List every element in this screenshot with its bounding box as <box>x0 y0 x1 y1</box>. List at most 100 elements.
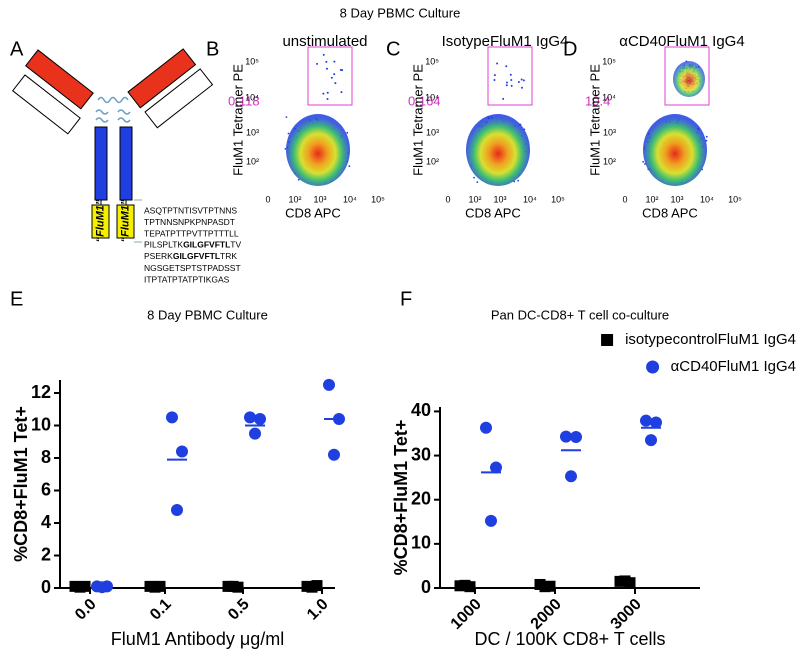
gate <box>307 46 353 106</box>
event-dot <box>334 82 337 85</box>
point <box>323 378 335 391</box>
sequence-line: TPTNNSNPKPNPASDT <box>144 217 235 227</box>
sequence-line: TEPATPTTPVTTPTTTLL <box>144 228 239 238</box>
x-tick-label: 10³ <box>313 194 326 204</box>
event-dot <box>326 67 329 70</box>
y-tick-label: 12 <box>31 382 51 402</box>
panel-letter: E <box>10 288 23 310</box>
event-dot <box>510 79 513 82</box>
event-dot <box>520 78 523 81</box>
event-dot <box>322 92 325 95</box>
panel-letter: D <box>563 38 577 60</box>
event-dot <box>284 147 287 150</box>
y-tick-label: 10³ <box>603 127 616 137</box>
x-tick-label: 10² <box>468 194 481 204</box>
panel-letter: F <box>400 288 412 310</box>
x-axis-label: FluM1 Antibody μg/ml <box>111 629 284 649</box>
event-dot <box>297 178 300 181</box>
event-dot <box>322 53 325 56</box>
point <box>244 411 256 424</box>
y-tick-label: 4 <box>41 512 51 532</box>
point <box>254 413 266 425</box>
event-dot <box>476 181 479 183</box>
event-dot <box>517 81 520 84</box>
event-dot <box>493 79 496 82</box>
point <box>645 434 657 447</box>
y-tick-label: 20 <box>411 488 431 508</box>
point <box>565 470 577 483</box>
y-tick-label: 10⁵ <box>425 56 439 66</box>
x-tick-label: 3000 <box>608 596 645 633</box>
chart-title: Pan DC-CD8+ T cell co-culture <box>491 307 669 322</box>
event-dot <box>287 132 290 135</box>
epitope-bold: GILGFVFTL <box>183 240 230 250</box>
sequence-part: PILSPLTK <box>144 240 183 250</box>
event-dot <box>522 79 525 82</box>
flow-title: unstimulated <box>282 33 367 50</box>
event-dot <box>346 131 349 134</box>
point <box>480 421 492 434</box>
x-tick-label: 10³ <box>493 194 506 204</box>
event-dot <box>510 84 513 87</box>
event-dot <box>325 60 328 63</box>
y-tick-label: 0 <box>421 577 431 597</box>
point <box>640 414 652 427</box>
event-dot <box>705 135 708 138</box>
figure-title: 8 Day PBMC Culture <box>340 5 461 20</box>
density <box>673 61 705 97</box>
y-tick-label: 10 <box>31 414 51 434</box>
y-tick-label: 10² <box>603 156 616 166</box>
x-tick-label: 2000 <box>528 596 565 633</box>
y-tick-label: 10² <box>426 156 439 166</box>
sequence: ASQTPTNTISVTPTNNS TPTNNSNPKPNPASDTTEPATPT… <box>144 205 241 284</box>
point <box>249 427 261 440</box>
y-tick-label: 10³ <box>246 127 259 137</box>
event-dot <box>340 91 343 94</box>
sequence-line: ASQTPTNTISVTPTNNS <box>144 205 237 215</box>
legend-marker <box>601 334 614 346</box>
event-dot <box>642 160 645 163</box>
x-tick-label: 10⁵ <box>728 194 742 204</box>
epitope-label: “FluM1” <box>94 199 106 242</box>
x-tick-label: 10⁴ <box>343 194 357 204</box>
event-dot <box>496 62 499 65</box>
sequence-part: TV <box>230 240 241 250</box>
x-axis-label: CD8 APC <box>285 205 341 220</box>
density <box>466 114 530 186</box>
y-axis-label: %CD8+FluM1 Tet+ <box>391 420 411 576</box>
chart-title: 8 Day PBMC Culture <box>147 307 268 322</box>
y-tick-label: 10 <box>411 533 431 553</box>
y-tick-label: 10⁵ <box>602 56 616 66</box>
epitope-label: “FluM1” <box>119 199 131 242</box>
x-tick-label: 10⁴ <box>523 194 537 204</box>
x-tick-label: 0.1 <box>147 596 175 624</box>
point <box>328 448 340 461</box>
point <box>171 504 183 516</box>
epitope-bold: GILGFVFTL <box>173 251 220 261</box>
flow-title: IsotypeFluM1 IgG4 <box>442 33 569 50</box>
density <box>643 114 707 186</box>
x-tick-label: 0 <box>445 194 450 204</box>
y-tick-label: 40 <box>411 400 431 420</box>
event-dot <box>473 176 475 179</box>
legend-label: isotypecontrolFluM1 IgG4 <box>625 331 796 348</box>
x-axis-label: DC / 100K CD8+ T cells <box>475 629 666 649</box>
event-dot <box>326 98 329 101</box>
x-tick-label: 10⁴ <box>700 194 714 204</box>
y-tick-label: 10⁵ <box>245 56 259 66</box>
point <box>570 431 582 444</box>
x-tick-label: 1000 <box>448 596 485 633</box>
y-tick-label: 0 <box>41 577 51 597</box>
x-tick-label: 1.0 <box>304 596 332 624</box>
sequence-part: PSERK <box>144 251 173 261</box>
legend-marker <box>646 360 660 374</box>
sequence-line: NGSGETSPTSTPADSST <box>144 263 241 273</box>
point <box>560 430 572 443</box>
event-dot <box>505 81 508 84</box>
x-tick-label: 10³ <box>670 194 683 204</box>
gate-value: 0.118 <box>228 93 260 108</box>
event-dot <box>505 84 508 87</box>
point <box>166 411 178 424</box>
